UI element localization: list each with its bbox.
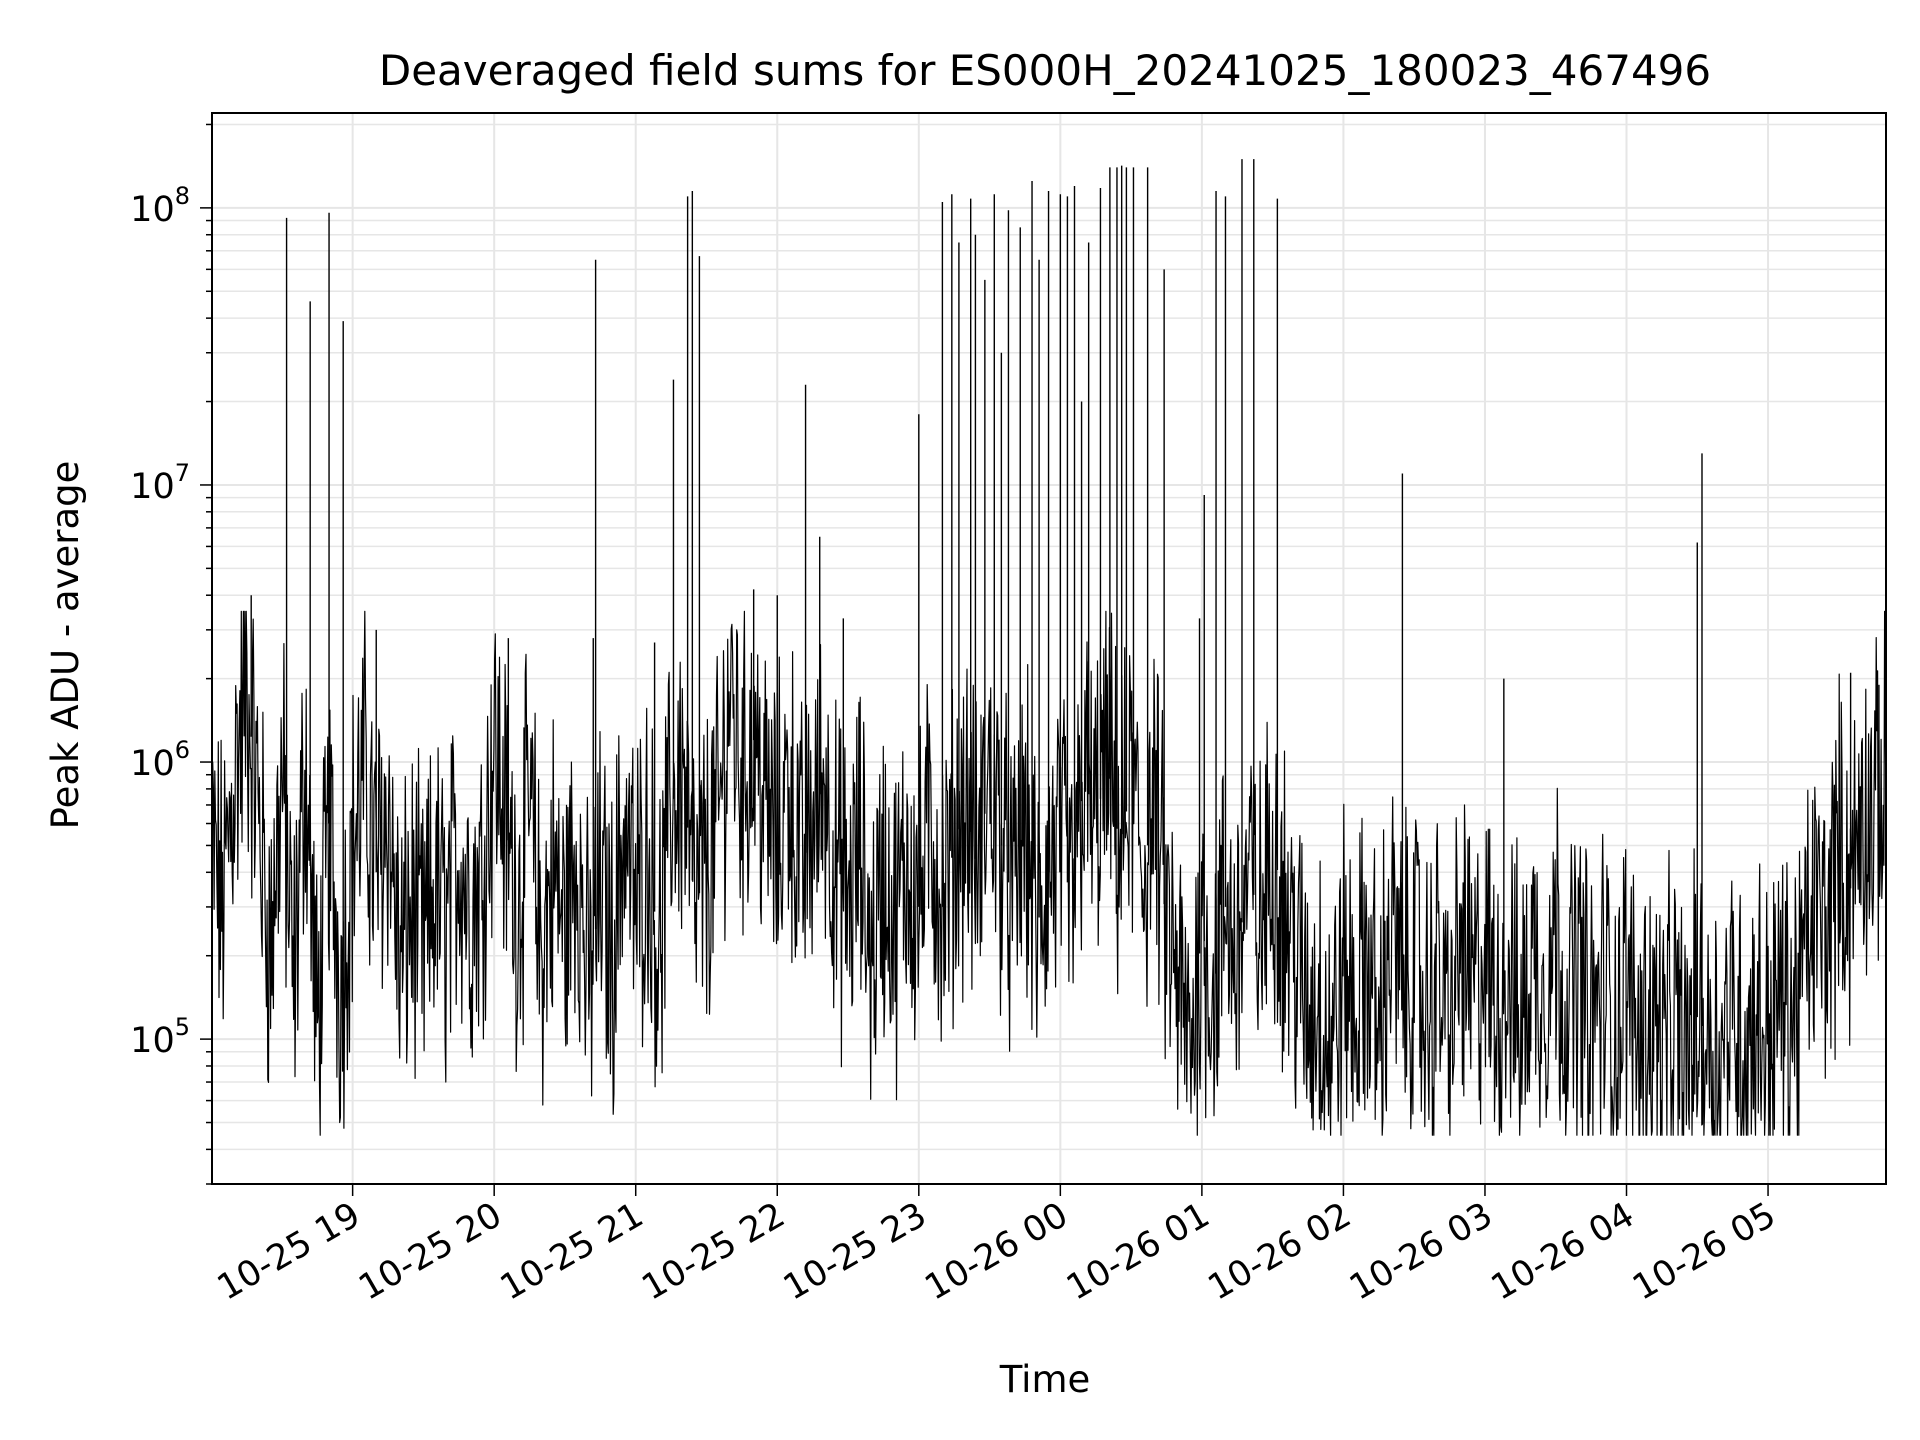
chart-title: Deaveraged field sums for ES000H_2024102… [379, 46, 1711, 95]
x-axis-label: Time [999, 1358, 1091, 1401]
plot-area [211, 159, 1887, 1136]
y-axis-label: Peak ADU - average [44, 461, 87, 830]
y-tick-label: 106 [130, 736, 190, 784]
y-tick-label: 107 [130, 459, 190, 507]
y-tick-label: 108 [130, 182, 190, 230]
axes-frame [211, 112, 1887, 1185]
y-tick-label: 105 [130, 1013, 190, 1061]
